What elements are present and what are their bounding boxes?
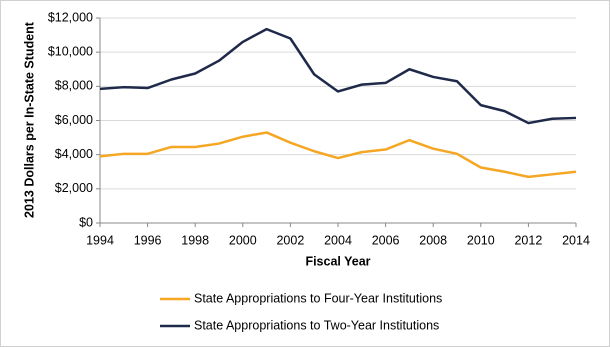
x-tick-label: 1996 — [134, 233, 162, 247]
x-tick-label: 2006 — [372, 233, 400, 247]
legend-label: State Appropriations to Two-Year Institu… — [194, 318, 439, 332]
x-tick-label: 1998 — [181, 233, 209, 247]
x-axis-title: Fiscal Year — [305, 254, 370, 268]
y-tick-label: $12,000 — [48, 10, 93, 24]
x-tick-label: 2012 — [514, 233, 542, 247]
x-tick-label: 2002 — [276, 233, 304, 247]
legend-label: State Appropriations to Four-Year Instit… — [194, 291, 442, 305]
x-tick-label: 2010 — [467, 233, 495, 247]
data-line — [99, 131, 577, 179]
y-tick-label: $2,000 — [55, 181, 93, 195]
y-axis-title: 2013 Dollars per In-State Student — [22, 21, 36, 218]
y-tick-label: $10,000 — [48, 44, 93, 58]
y-tick-label: $0 — [79, 215, 93, 229]
x-tick-label: 1994 — [86, 233, 114, 247]
x-tick-label: 2000 — [229, 233, 257, 247]
y-tick-label: $6,000 — [55, 113, 93, 127]
data-line — [99, 27, 577, 125]
x-tick-label: 2014 — [562, 233, 590, 247]
y-tick-label: $4,000 — [55, 147, 93, 161]
x-tick-label: 2004 — [324, 233, 352, 247]
x-tick-label: 2008 — [419, 233, 447, 247]
y-tick-label: $8,000 — [55, 79, 93, 93]
